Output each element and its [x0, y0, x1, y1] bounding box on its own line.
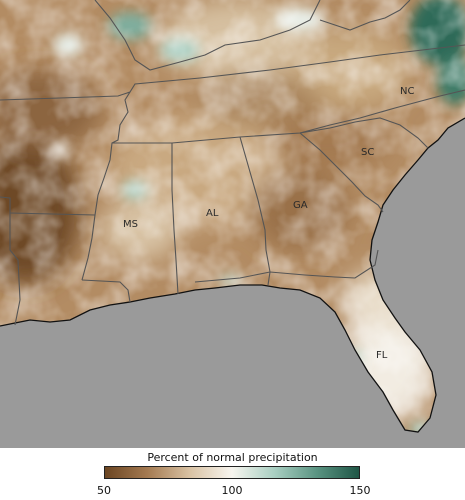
legend: Percent of normal precipitation 50 100 1…: [0, 448, 465, 500]
state-label-fl: FL: [376, 350, 388, 361]
map-svg: NC SC GA AL MS FL: [0, 0, 465, 448]
state-label-nc: NC: [400, 86, 414, 97]
border-fl-north: [194, 249, 379, 283]
legend-title: Percent of normal precipitation: [147, 451, 318, 464]
state-borders: [0, 0, 465, 326]
border-mississippi-river: [81, 91, 131, 281]
legend-color-bar: [104, 466, 360, 479]
border-ark-la: [9, 212, 96, 216]
legend-tick-min: 50: [97, 484, 111, 497]
border-ga-sc: [299, 132, 384, 213]
coastline: [0, 117, 465, 433]
legend-tick-mid: 100: [221, 484, 243, 497]
border-nc-sc: [299, 117, 429, 149]
state-label-sc: SC: [361, 147, 374, 158]
border-la-ms-south: [81, 279, 131, 303]
border-tn-south: [112, 89, 465, 144]
border-va-wv: [319, 0, 411, 31]
state-label-al: AL: [206, 208, 219, 219]
precipitation-map: NC SC GA AL MS FL: [0, 0, 465, 448]
border-tn-ky: [0, 44, 465, 101]
border-ky-north: [94, 0, 321, 71]
border-arkansas-west: [0, 196, 21, 326]
state-label-ms: MS: [123, 219, 138, 230]
state-label-ga: GA: [293, 200, 308, 211]
legend-tick-max: 150: [349, 484, 371, 497]
border-ms-al: [171, 143, 179, 295]
